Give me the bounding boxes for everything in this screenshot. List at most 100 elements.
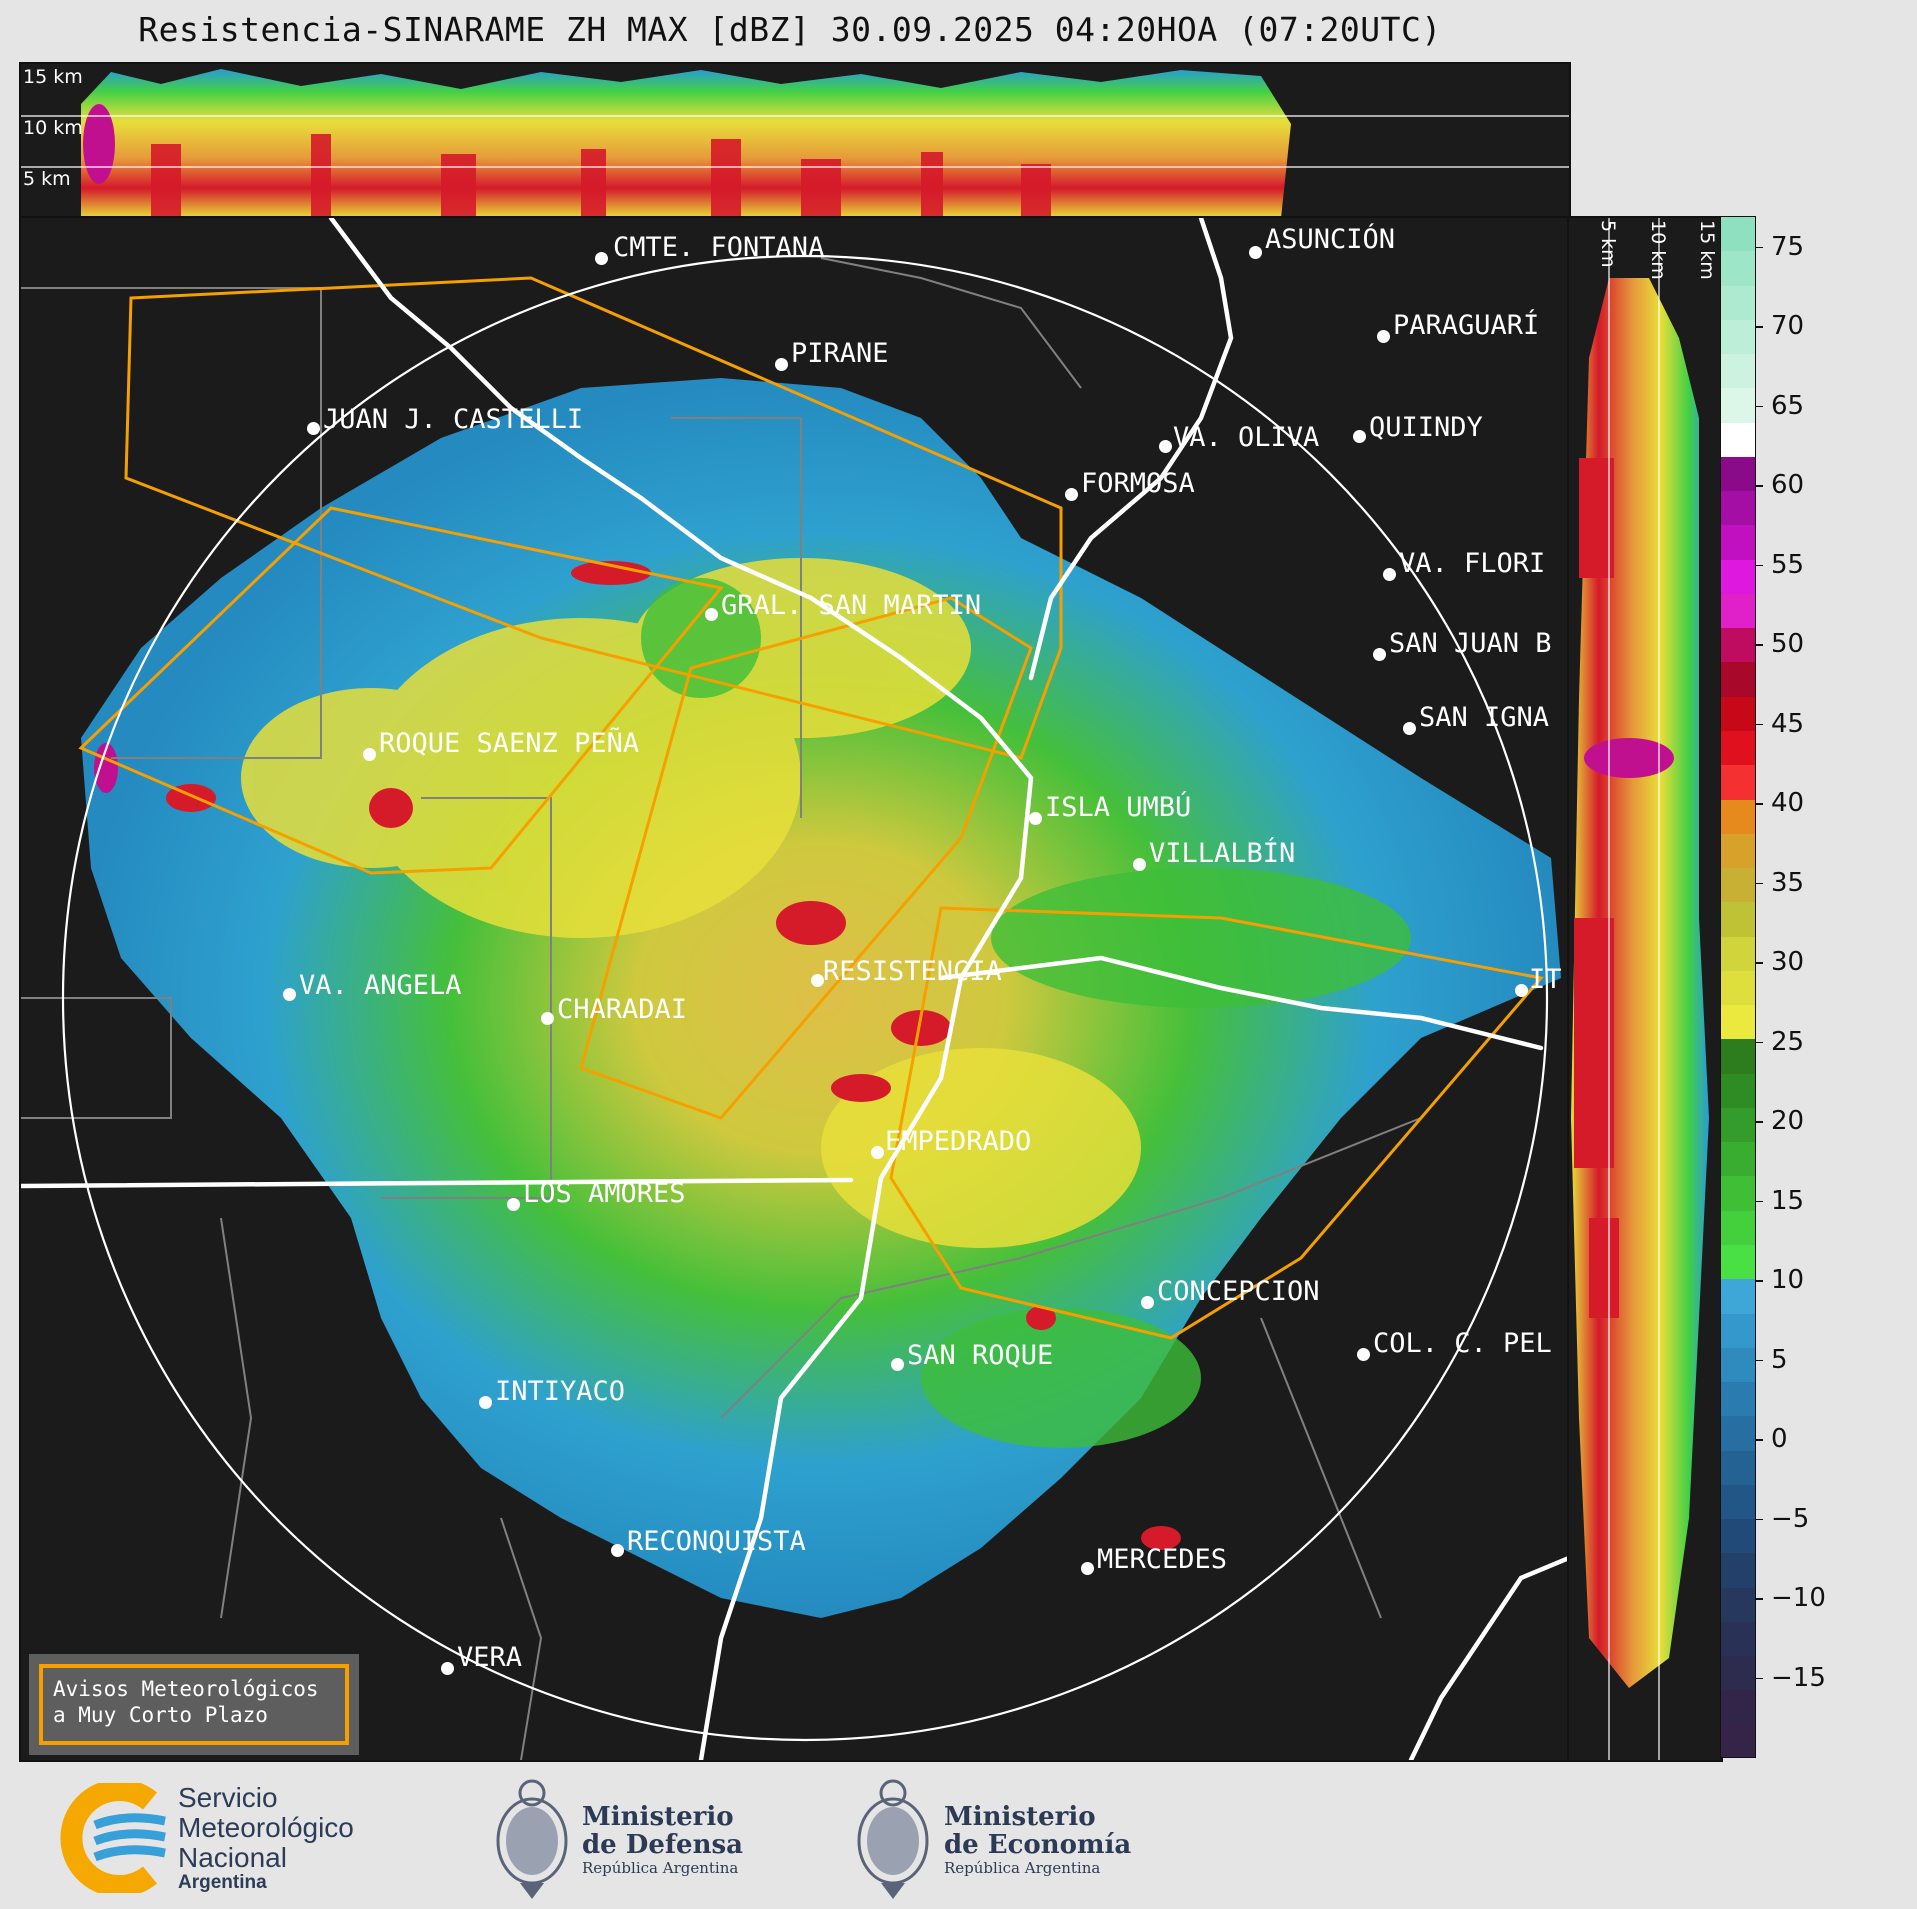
colorbar-band — [1721, 1656, 1755, 1692]
argentina-seal-icon — [496, 1779, 568, 1899]
warning-legend-inner: Avisos Meteorológicos a Muy Corto Plazo — [39, 1664, 349, 1745]
colorbar-band — [1721, 1210, 1755, 1246]
top-cross-section-svg — [21, 69, 1569, 218]
right-cross-section-svg — [1571, 218, 1709, 1760]
city-label: COL. C. PEL — [1373, 1328, 1552, 1359]
colorbar-band — [1721, 902, 1755, 938]
colorbar-band — [1721, 593, 1755, 630]
colorbar-band — [1721, 1176, 1755, 1212]
city-label: PIRANE — [791, 338, 889, 369]
colorbar-tick-label: −10 — [1755, 1583, 1826, 1613]
colorbar-band — [1721, 1279, 1755, 1315]
city-label: ISLA UMBÚ — [1045, 792, 1192, 823]
colorbar-band — [1721, 559, 1755, 595]
city-label: SAN IGNA — [1419, 702, 1550, 733]
colorbar-band — [1721, 1587, 1755, 1623]
colorbar-band — [1721, 970, 1755, 1007]
city-label: VA. OLIVA — [1173, 422, 1320, 453]
city-label: JUAN J. CASTELLI — [323, 404, 584, 435]
colorbar-band — [1721, 1484, 1755, 1521]
colorbar-band — [1721, 491, 1755, 527]
colorbar-band — [1721, 1621, 1755, 1658]
warning-legend-box: Avisos Meteorológicos a Muy Corto Plazo — [29, 1654, 359, 1755]
top-height-label: 5 km — [23, 168, 71, 190]
city-label: INTIYACO — [495, 1376, 626, 1407]
colorbar-tick-label: −5 — [1755, 1504, 1817, 1534]
legend-line-2: a Muy Corto Plazo — [53, 1703, 268, 1727]
colorbar-band — [1721, 388, 1755, 424]
colorbar-tick-label: 70 — [1755, 311, 1817, 341]
colorbar-band — [1721, 662, 1755, 698]
economia-line: República Argentina — [944, 1859, 1101, 1877]
city-label: VA. ANGELA — [299, 970, 462, 1001]
colorbar-band — [1721, 1450, 1755, 1486]
top-cross-section-panel: 15 km 10 km 5 km — [19, 62, 1571, 220]
colorbar-tick-label: 20 — [1755, 1106, 1817, 1136]
economia-logo-text: Ministerio de Economía República Argenti… — [944, 1803, 1131, 1877]
city-label: MERCEDES — [1097, 1544, 1228, 1575]
dbz-colorbar — [1720, 216, 1756, 1758]
smn-line: Meteorológico — [178, 1812, 354, 1843]
colorbar-tick-label: 55 — [1755, 550, 1817, 580]
colorbar-band — [1721, 354, 1755, 390]
city-label: SAN ROQUE — [907, 1340, 1054, 1371]
city-label: FORMOSA — [1081, 468, 1195, 499]
colorbar-band — [1721, 525, 1755, 561]
colorbar-band — [1721, 936, 1755, 972]
colorbar-tick-label: 75 — [1755, 232, 1817, 262]
colorbar-tick-label: 15 — [1755, 1186, 1817, 1216]
colorbar-tick-label: 60 — [1755, 470, 1817, 500]
city-label: IT — [1529, 964, 1562, 995]
smn-line: Servicio — [178, 1782, 278, 1813]
radar-map-panel[interactable]: CMTE. FONTANA ASUNCIÓN PARAGUARÍ PIRANE JUAN… — [19, 216, 1571, 1762]
city-label: VILLALBÍN — [1149, 838, 1296, 869]
colorbar-band — [1721, 765, 1755, 801]
colorbar-tick-label: 65 — [1755, 391, 1817, 421]
city-label: GRAL. SAN MARTIN — [721, 590, 982, 621]
colorbar-band — [1721, 1142, 1755, 1178]
colorbar-tick-label: 5 — [1755, 1345, 1817, 1375]
colorbar-band — [1721, 251, 1755, 287]
colorbar-band — [1721, 1313, 1755, 1349]
smn-line: Nacional — [178, 1842, 287, 1873]
colorbar-band — [1721, 1005, 1755, 1041]
colorbar-tick-label: 50 — [1755, 629, 1817, 659]
city-label: ASUNCIÓN — [1265, 224, 1396, 255]
colorbar-tick-label: 25 — [1755, 1027, 1817, 1057]
city-label: ROQUE SAENZ PEÑA — [379, 728, 640, 759]
economia-line: Ministerio — [944, 1802, 1096, 1832]
map-title: Resistencia-SINARAME ZH MAX [dBZ] 30.09.… — [138, 10, 1442, 49]
colorbar-band — [1721, 833, 1755, 870]
defensa-line: de Defensa — [582, 1830, 743, 1860]
colorbar-band — [1721, 1519, 1755, 1555]
colorbar-tick-label: 30 — [1755, 947, 1817, 977]
colorbar-band — [1721, 422, 1755, 458]
colorbar-tick-label: 10 — [1755, 1265, 1817, 1295]
economia-line: de Economía — [944, 1830, 1132, 1860]
colorbar-band — [1721, 1382, 1755, 1418]
colorbar-band — [1721, 319, 1755, 356]
colorbar-band — [1721, 799, 1755, 835]
range-ring — [61, 254, 1549, 1742]
colorbar-band — [1721, 1107, 1755, 1144]
defensa-line: República Argentina — [582, 1859, 739, 1877]
colorbar-band — [1721, 628, 1755, 664]
colorbar-band — [1721, 1690, 1755, 1726]
smn-line: Argentina — [178, 1872, 267, 1893]
city-label: VERA — [457, 1642, 523, 1673]
smn-logo-icon — [60, 1783, 166, 1893]
colorbar-band — [1721, 1073, 1755, 1109]
colorbar-band — [1721, 285, 1755, 321]
colorbar-tick-label: 35 — [1755, 868, 1817, 898]
legend-line-1: Avisos Meteorológicos — [53, 1677, 319, 1701]
colorbar-band — [1721, 1039, 1755, 1075]
colorbar-band — [1721, 1724, 1755, 1757]
city-label: CHARADAI — [557, 994, 688, 1025]
colorbar-band — [1721, 868, 1755, 904]
argentina-seal-icon — [857, 1779, 929, 1899]
city-label: CONCEPCION — [1157, 1276, 1320, 1307]
city-label: PARAGUARÍ — [1393, 310, 1540, 341]
right-height-label: 5 km — [1597, 220, 1619, 268]
right-cross-section-panel: 5 km 10 km 15 km — [1567, 216, 1723, 1762]
radar-map-svg — [21, 218, 1569, 1760]
